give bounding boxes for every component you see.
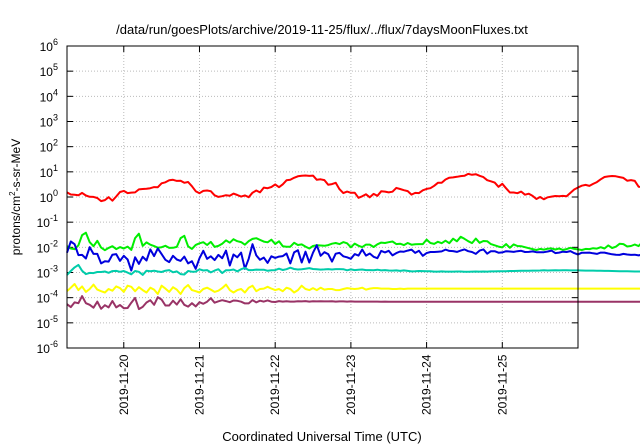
y-tick-label-base: 10 bbox=[37, 292, 51, 306]
y-tick-label-exponent: 6 bbox=[53, 37, 58, 47]
y-axis-label: protons/cm2-s-sr-MeV bbox=[8, 139, 23, 255]
y-tick-label: 103 bbox=[40, 113, 58, 130]
chart-title: /data/run/goesPlots/archive/2019-11-25/f… bbox=[116, 22, 528, 37]
y-tick-label-exponent: -4 bbox=[50, 289, 58, 299]
plot-frame bbox=[66, 45, 579, 349]
y-tick-label: 10-3 bbox=[37, 264, 58, 281]
y-tick-label-base: 10 bbox=[40, 191, 54, 205]
y-tick-label-base: 10 bbox=[40, 141, 54, 155]
y-tick-label-base: 10 bbox=[37, 267, 51, 281]
y-tick-label-base: 10 bbox=[37, 241, 51, 255]
y-tick-label-exponent: -2 bbox=[50, 238, 58, 248]
y-tick-label: 10-1 bbox=[37, 213, 58, 230]
x-tick-labels: 2019-11-20 2019-11-21 2019-11-22 2019-11-23… bbox=[117, 354, 510, 415]
series-line-6 bbox=[66, 295, 640, 311]
y-tick-label-exponent: 1 bbox=[53, 163, 58, 173]
series-line-3 bbox=[66, 240, 640, 272]
y-tick-label: 10-5 bbox=[37, 314, 58, 331]
y-tick-label-exponent: -1 bbox=[50, 213, 58, 223]
x-tick-label: 2019-11-24 bbox=[420, 354, 434, 415]
series-line-1 bbox=[66, 172, 640, 203]
y-axis-label-rest: -s-sr-MeV bbox=[9, 139, 23, 192]
y-tick-label-exponent: 2 bbox=[53, 138, 58, 148]
y-tick-label-exponent: 5 bbox=[53, 62, 58, 72]
x-tick-label: 2019-11-23 bbox=[344, 354, 358, 415]
y-axis-label-sup: 2 bbox=[8, 191, 17, 196]
y-tick-label-exponent: 3 bbox=[53, 113, 58, 123]
series-line-2 bbox=[66, 231, 640, 252]
series-line-4 bbox=[66, 263, 640, 276]
y-tick-label-base: 10 bbox=[37, 342, 51, 356]
x-tick-label: 2019-11-20 bbox=[117, 354, 131, 415]
y-tick-label: 101 bbox=[40, 163, 58, 180]
y-tick-label-exponent: -5 bbox=[50, 314, 58, 324]
x-tick-label: 2019-11-22 bbox=[268, 354, 282, 415]
y-tick-label: 105 bbox=[40, 62, 58, 79]
y-tick-labels: 10-610-510-410-310-210-11001011021031041… bbox=[37, 37, 58, 356]
y-tick-label-base: 10 bbox=[40, 40, 54, 54]
y-tick-label-base: 10 bbox=[40, 65, 54, 79]
y-axis-label-base: protons/cm bbox=[9, 196, 23, 255]
series-line-5 bbox=[66, 283, 640, 295]
y-tick-label-base: 10 bbox=[37, 317, 51, 331]
y-tick-label: 104 bbox=[40, 87, 58, 104]
y-tick-label-exponent: 0 bbox=[53, 188, 58, 198]
x-tick-label: 2019-11-21 bbox=[192, 354, 206, 415]
grid bbox=[67, 45, 578, 349]
y-tick-label-base: 10 bbox=[40, 90, 54, 104]
y-tick-label: 106 bbox=[40, 37, 58, 54]
y-tick-label-base: 10 bbox=[37, 216, 51, 230]
x-axis-label: Coordinated Universal Time (UTC) bbox=[222, 429, 421, 444]
y-tick-label: 10-2 bbox=[37, 238, 58, 255]
y-tick-label-base: 10 bbox=[40, 166, 54, 180]
series-layer bbox=[66, 172, 640, 311]
y-tick-label-exponent: -3 bbox=[50, 264, 58, 274]
x-tick-label: 2019-11-25 bbox=[495, 354, 509, 415]
y-tick-label: 10-4 bbox=[37, 289, 58, 306]
y-tick-label-base: 10 bbox=[40, 116, 54, 130]
y-tick-label-exponent: 4 bbox=[53, 87, 58, 97]
y-tick-label: 10-6 bbox=[37, 339, 58, 356]
y-tick-label: 100 bbox=[40, 188, 58, 205]
y-tick-label-exponent: -6 bbox=[50, 339, 58, 349]
y-tick-label: 102 bbox=[40, 138, 58, 155]
